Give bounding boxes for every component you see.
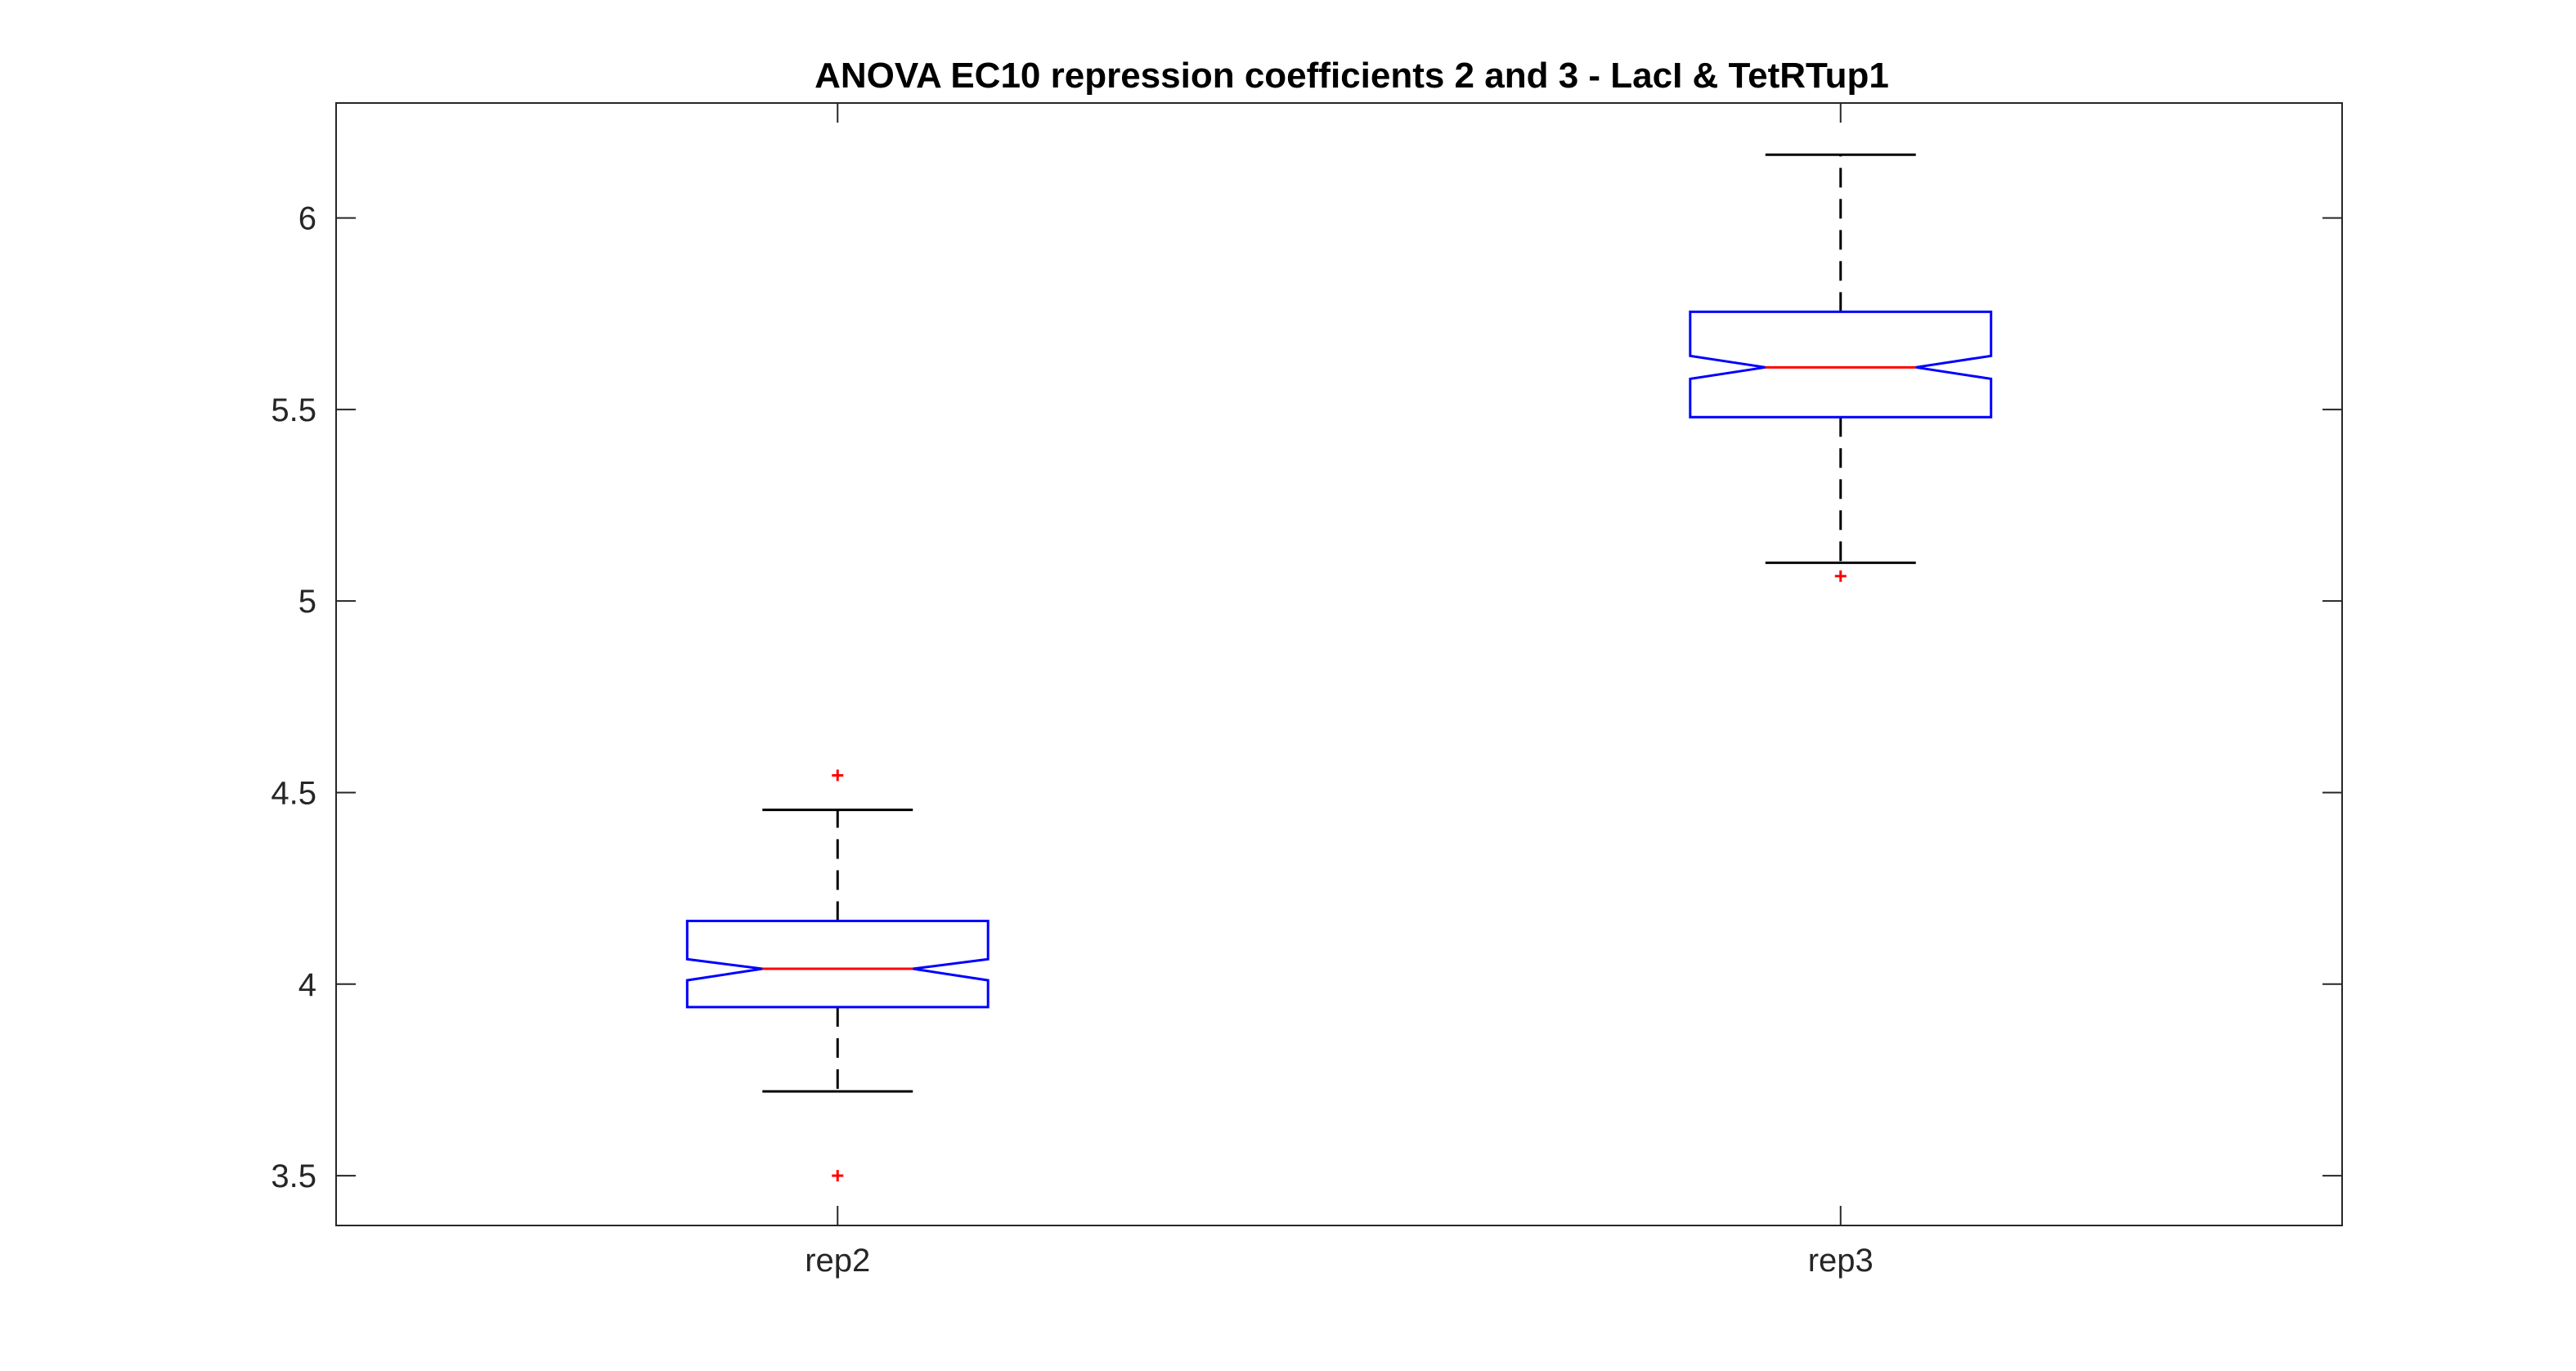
notched-box bbox=[685, 920, 990, 1009]
plot-area-frame bbox=[335, 102, 2343, 1226]
x-tick-label: rep3 bbox=[1808, 1243, 1874, 1279]
chart-title: ANOVA EC10 repression coefficients 2 and… bbox=[815, 56, 1889, 96]
notched-box bbox=[1689, 310, 1993, 419]
y-tick-label: 3.5 bbox=[271, 1158, 316, 1194]
y-tick-label: 4.5 bbox=[271, 775, 316, 811]
outlier-marker bbox=[832, 769, 844, 782]
box-rep3 bbox=[1689, 153, 1993, 582]
y-tick-label: 6 bbox=[298, 201, 316, 237]
outlier-marker bbox=[832, 1170, 844, 1182]
x-tick-label: rep2 bbox=[805, 1243, 870, 1279]
boxes-layer bbox=[685, 153, 1993, 1182]
y-tick-label: 5.5 bbox=[271, 392, 316, 428]
y-tick-label: 5 bbox=[298, 584, 316, 620]
y-tick-label: 4 bbox=[298, 967, 316, 1003]
box-rep2 bbox=[685, 769, 990, 1182]
outlier-marker bbox=[1834, 570, 1847, 582]
axis-ticks: 3.5 4 4.5 5 5.5 6 rep2 rep3 bbox=[271, 103, 2342, 1279]
